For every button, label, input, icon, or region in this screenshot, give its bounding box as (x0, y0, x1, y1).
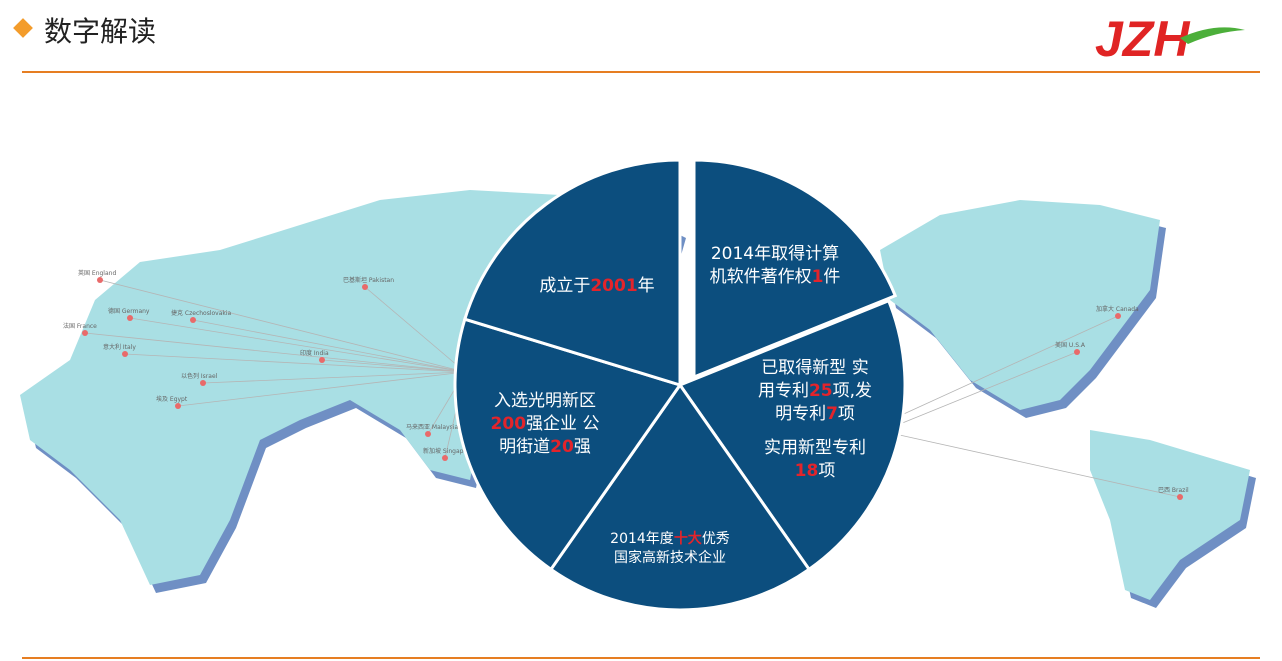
map-connector (177, 371, 466, 407)
text-segment: 明街道 (499, 437, 550, 457)
slice-text: 已取得新型 实 (761, 358, 868, 378)
logo-swoosh (1180, 27, 1245, 44)
slide-title: 数字解读 (44, 15, 156, 48)
slice-text: 2014年度十大优秀 (610, 530, 730, 547)
map-label: 印度 India (300, 349, 329, 357)
text-segment: 项,发 (833, 381, 872, 401)
slice-text: 18项 (795, 461, 836, 481)
text-segment: 2014年取得计算 (711, 244, 839, 264)
text-segment: 2014年度 (610, 531, 674, 547)
highlight-number: 18 (795, 461, 819, 481)
text-segment: 成立于 (539, 276, 590, 296)
text-segment: 件 (823, 267, 840, 287)
map-connector (124, 353, 466, 373)
map-connector (321, 359, 466, 373)
map-dot (82, 330, 88, 336)
map-dot (200, 380, 206, 386)
map-dot (122, 351, 128, 357)
map-connector (894, 315, 1119, 419)
map-dot (1177, 494, 1183, 500)
slice-text: 入选光明新区 (494, 391, 596, 411)
map-dot (362, 284, 368, 290)
highlight-number: 200 (491, 414, 527, 434)
text-segment: 优秀 (702, 531, 730, 547)
map-dot (1074, 349, 1080, 355)
map-connector (192, 319, 466, 373)
map-label: 意大利 Italy (103, 343, 136, 351)
slice-text: 用专利25项,发 (758, 381, 872, 401)
text-segment: 用专利 (758, 381, 809, 401)
map-label: 英国 England (78, 269, 116, 277)
slice-text: 明专利7项 (775, 404, 855, 424)
map-dot (190, 317, 196, 323)
map-label: 巴基斯坦 Pakistan (343, 276, 394, 284)
pie-slice (677, 298, 907, 572)
text-segment: 强 (574, 437, 591, 457)
map-label: 加拿大 Canada (1096, 305, 1139, 313)
map-label: 捷克 Czechoslovakia (171, 309, 232, 317)
map-dot (127, 315, 133, 321)
pie-slice (453, 317, 683, 572)
slice-text: 200强企业 公 (491, 414, 600, 434)
title-bullet (13, 18, 33, 38)
pie-slice (462, 158, 682, 388)
map-label: 德国 Germany (108, 307, 150, 315)
map-label: 法国 France (63, 322, 97, 330)
map-label: 马来西亚 Malaysia (406, 423, 458, 431)
highlight-number: 2001 (590, 276, 637, 296)
slice-text: 实用新型专利 (764, 438, 866, 458)
map-label: 美国 U.S.A (1055, 341, 1086, 349)
text-segment: 明专利 (775, 404, 826, 424)
map-connector (894, 351, 1078, 427)
slice-text: 机软件著作权1件 (710, 267, 841, 287)
map-connector (99, 279, 466, 373)
text-segment: 项 (838, 404, 855, 424)
map-dot (1115, 313, 1121, 319)
map-dot (425, 431, 431, 437)
pie-slice (692, 158, 898, 380)
map-label: 新加坡 Singapore (423, 447, 473, 455)
map-connector (129, 317, 466, 373)
pie-slice (548, 382, 812, 612)
text-segment: 国家高新技术企业 (614, 549, 726, 566)
text-segment: 强企业 公 (526, 414, 599, 434)
map-connector (202, 371, 466, 384)
text-segment: 已取得新型 实 (761, 358, 868, 378)
slice-text: 明街道20强 (499, 437, 591, 457)
text-segment: 机软件著作权 (710, 267, 812, 287)
logo: JZH (1095, 11, 1190, 67)
map-label: 巴西 Brazil (1158, 487, 1189, 494)
map-label: 以色列 Israel (181, 372, 218, 380)
text-segment: 入选光明新区 (494, 391, 596, 411)
map-label: 埃及 Egypt (156, 395, 188, 403)
map-dot (442, 455, 448, 461)
map-connector (364, 286, 466, 373)
slice-text: 国家高新技术企业 (614, 549, 726, 566)
highlight-number: 7 (826, 404, 838, 424)
text-segment: 年 (638, 276, 655, 296)
map-dot (97, 277, 103, 283)
highlight-number: 20 (550, 437, 574, 457)
map-connector (84, 332, 466, 373)
slice-text: 2014年取得计算 (711, 244, 839, 264)
map-dot (175, 403, 181, 409)
map-connector (894, 433, 1181, 498)
map-dot (319, 357, 325, 363)
highlight-number: 十大 (674, 530, 702, 547)
highlight-number: 1 (812, 267, 824, 287)
slice-text: 成立于2001年 (539, 276, 654, 296)
highlight-number: 25 (809, 381, 833, 401)
text-segment: 项 (818, 461, 835, 481)
text-segment: 实用新型专利 (764, 438, 866, 458)
